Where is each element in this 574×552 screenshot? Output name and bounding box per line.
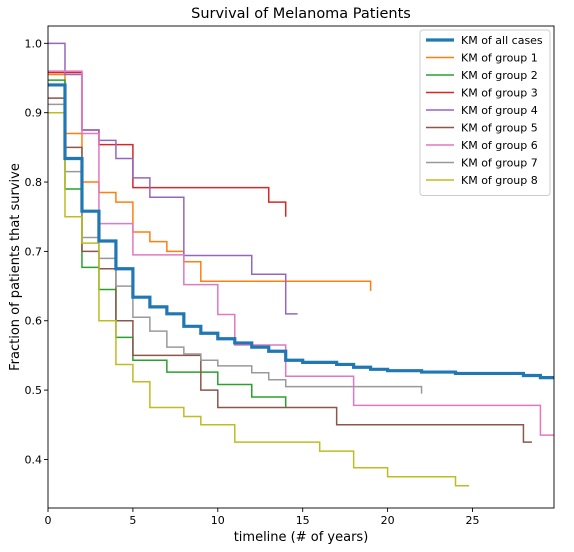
series-line-group-8 bbox=[48, 111, 470, 487]
legend-label: KM of group 5 bbox=[461, 122, 538, 135]
y-tick-label: 0.9 bbox=[25, 107, 43, 120]
y-axis: 0.4 0.5 0.6 0.7 0.8 0.9 1.0 bbox=[25, 37, 48, 466]
y-tick-label: 0.8 bbox=[25, 176, 43, 189]
y-tick-label: 0.4 bbox=[25, 453, 43, 466]
x-tick-label: 15 bbox=[296, 514, 310, 527]
legend-label: KM of group 7 bbox=[461, 157, 538, 170]
legend-label: KM of group 8 bbox=[461, 174, 538, 187]
legend-label: KM of group 3 bbox=[461, 87, 538, 100]
x-tick-label: 25 bbox=[465, 514, 479, 527]
legend-label: KM of group 2 bbox=[461, 69, 538, 82]
x-tick-label: 5 bbox=[129, 514, 136, 527]
x-axis-label: timeline (# of years) bbox=[234, 530, 369, 545]
chart-title: Survival of Melanoma Patients bbox=[191, 6, 411, 22]
series-line-group-6 bbox=[48, 70, 554, 436]
series-line-all-cases bbox=[48, 83, 554, 380]
legend-label: KM of group 6 bbox=[461, 139, 538, 152]
x-tick-label: 10 bbox=[211, 514, 225, 527]
plot-lines bbox=[48, 42, 554, 487]
series-line-group-7 bbox=[48, 103, 423, 394]
series-line-group-1 bbox=[48, 73, 372, 291]
x-axis: 0 5 10 15 20 25 bbox=[45, 508, 479, 527]
legend-label: KM of group 1 bbox=[461, 52, 538, 65]
y-tick-label: 0.7 bbox=[25, 245, 43, 258]
y-axis-label: Fraction of patients that survive bbox=[8, 163, 23, 371]
legend-label: KM of all cases bbox=[461, 34, 543, 47]
legend: KM of all cases KM of group 1 KM of group … bbox=[419, 29, 551, 196]
y-tick-label: 1.0 bbox=[25, 37, 43, 50]
legend-box bbox=[419, 29, 551, 196]
series-line-group-3 bbox=[48, 71, 287, 217]
x-tick-label: 20 bbox=[381, 514, 395, 527]
y-tick-label: 0.6 bbox=[25, 315, 43, 328]
series-line-group-4 bbox=[48, 42, 298, 315]
plot-frame bbox=[47, 25, 555, 509]
legend-label: KM of group 4 bbox=[461, 104, 538, 117]
y-tick-label: 0.5 bbox=[25, 384, 43, 397]
x-tick-label: 0 bbox=[45, 514, 52, 527]
